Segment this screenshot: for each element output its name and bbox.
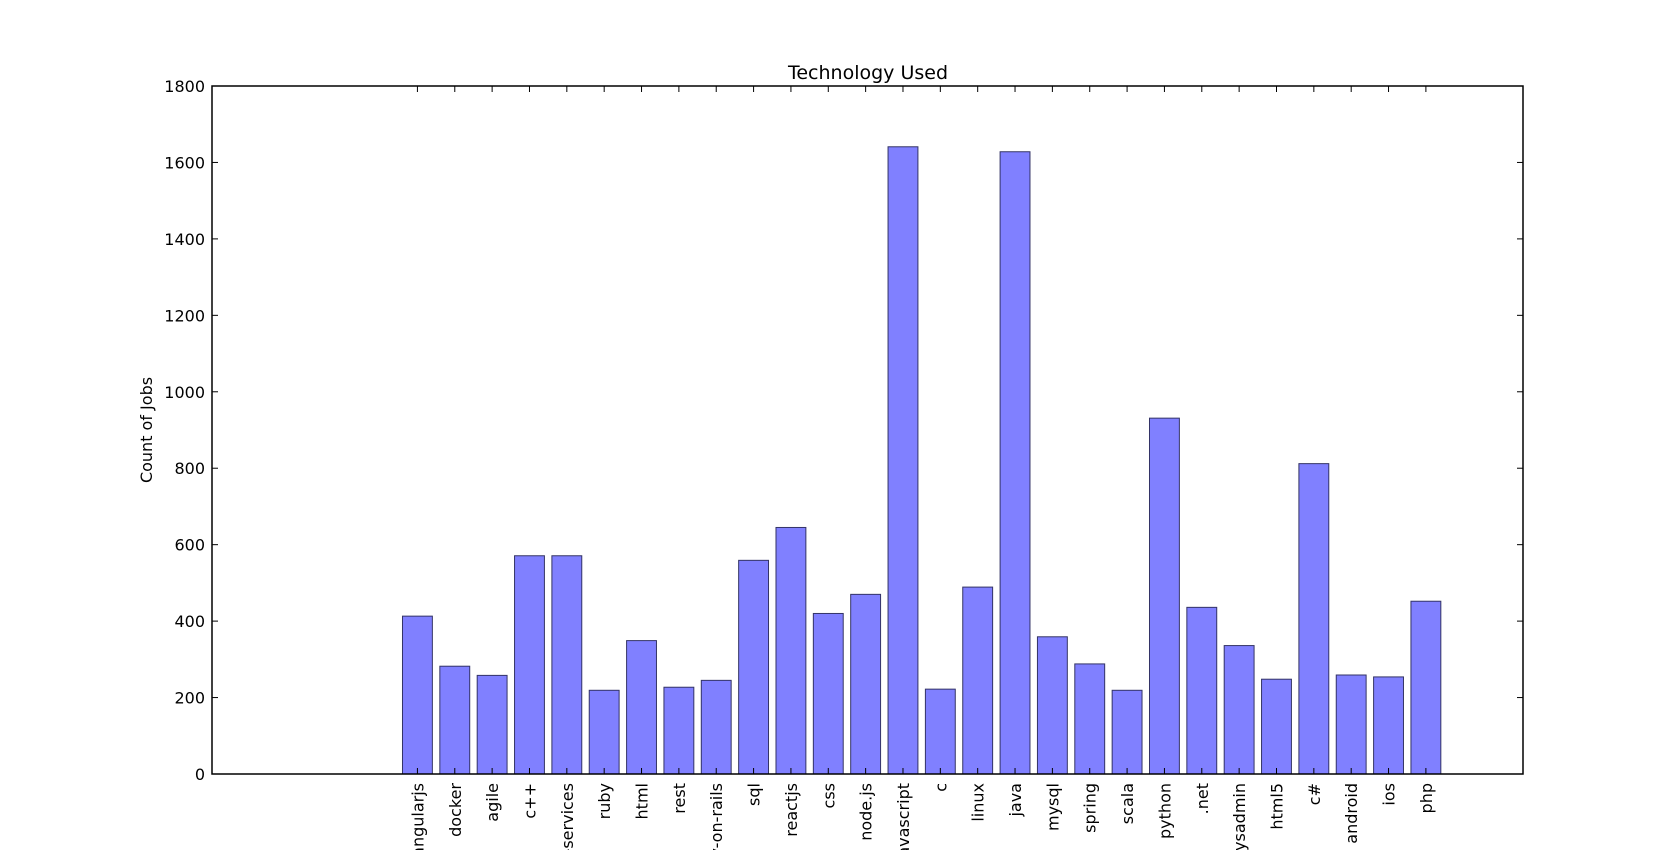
- y-tick-label: 1600: [164, 153, 205, 172]
- bar-angularjs: [401, 615, 433, 775]
- bar-python: [1148, 417, 1180, 775]
- x-tick-label: docker: [446, 783, 465, 837]
- bar-c#: [1298, 463, 1330, 775]
- x-tick-label: reactjs: [782, 783, 801, 837]
- bar-java: [999, 151, 1031, 775]
- y-tick-label: 1200: [164, 306, 205, 325]
- x-tick-label: agile: [483, 783, 502, 822]
- x-tick-label: angularjs: [408, 783, 427, 850]
- bar-mysql: [1036, 636, 1068, 775]
- bar-spring: [1074, 663, 1106, 775]
- chart-title: Technology Used: [787, 62, 948, 84]
- bar-linux: [962, 586, 994, 775]
- x-tick-label: spring: [1081, 783, 1100, 833]
- x-tick-label: html: [633, 783, 652, 819]
- y-tick-label: 200: [174, 689, 205, 708]
- x-tick-label: html5: [1267, 783, 1286, 830]
- bar-scala: [1111, 689, 1143, 775]
- y-tick-label: 400: [174, 612, 205, 631]
- x-tick-label: ruby-on-rails: [707, 783, 726, 850]
- x-tick-label: ruby: [595, 783, 614, 819]
- bar-sql: [738, 559, 770, 775]
- x-tick-label: java: [1006, 783, 1025, 818]
- x-tick-label: ios: [1380, 783, 1399, 806]
- y-tick-label: 600: [174, 536, 205, 555]
- bar-ruby: [588, 689, 620, 775]
- y-tick-label: 800: [174, 459, 205, 478]
- x-tick-label: linux: [969, 783, 988, 822]
- x-tick-label: sql: [745, 783, 764, 806]
- bar-html5: [1261, 678, 1292, 775]
- plot-frame: [211, 85, 1524, 775]
- bar-android: [1335, 674, 1367, 775]
- bar-node.js: [850, 593, 882, 775]
- y-tick-label: 1000: [164, 383, 205, 402]
- y-tick-label: 1800: [164, 77, 205, 96]
- bar-javascript: [887, 146, 919, 775]
- x-tick-label: node.js: [857, 783, 876, 841]
- y-axis-label: Count of Jobs: [137, 377, 156, 483]
- bar-docker: [439, 665, 471, 775]
- x-tick-label: sysadmin: [1230, 783, 1249, 850]
- bar-agile: [476, 674, 508, 775]
- bar-ios: [1373, 676, 1404, 775]
- x-tick-label: android: [1342, 783, 1361, 844]
- bar-.net: [1186, 606, 1218, 775]
- bar-html: [626, 640, 657, 775]
- bar-php: [1410, 600, 1442, 775]
- bar-css: [812, 612, 844, 775]
- x-tick-label: css: [819, 783, 838, 808]
- y-tick-label: 1400: [164, 230, 205, 249]
- x-tick-label: c#: [1305, 783, 1324, 805]
- x-tick-label: rest: [670, 783, 689, 814]
- bar-c: [924, 688, 956, 775]
- tick-labels-layer: angularjs docker agile c++ web-services ruby h…: [164, 77, 1436, 854]
- x-tick-label: javascript: [894, 783, 913, 850]
- x-tick-label: php: [1417, 783, 1436, 813]
- bar-c++: [514, 555, 545, 775]
- bar-ruby-on-rails: [700, 679, 732, 775]
- x-tick-label: .net: [1193, 783, 1212, 814]
- bar-web-services: [551, 555, 583, 775]
- x-tick-label: c++: [520, 783, 539, 819]
- bar-sysadmin: [1223, 645, 1255, 775]
- bar-reactjs: [775, 526, 807, 775]
- x-tick-label: python: [1155, 783, 1174, 839]
- bars-layer: [401, 146, 1442, 775]
- y-tick-label: 0: [195, 765, 205, 784]
- bar-rest: [663, 686, 695, 775]
- x-tick-label: web-services: [558, 783, 577, 850]
- x-tick-label: scala: [1118, 783, 1137, 824]
- x-tick-label: c: [931, 783, 950, 792]
- x-tick-label: mysql: [1043, 783, 1062, 831]
